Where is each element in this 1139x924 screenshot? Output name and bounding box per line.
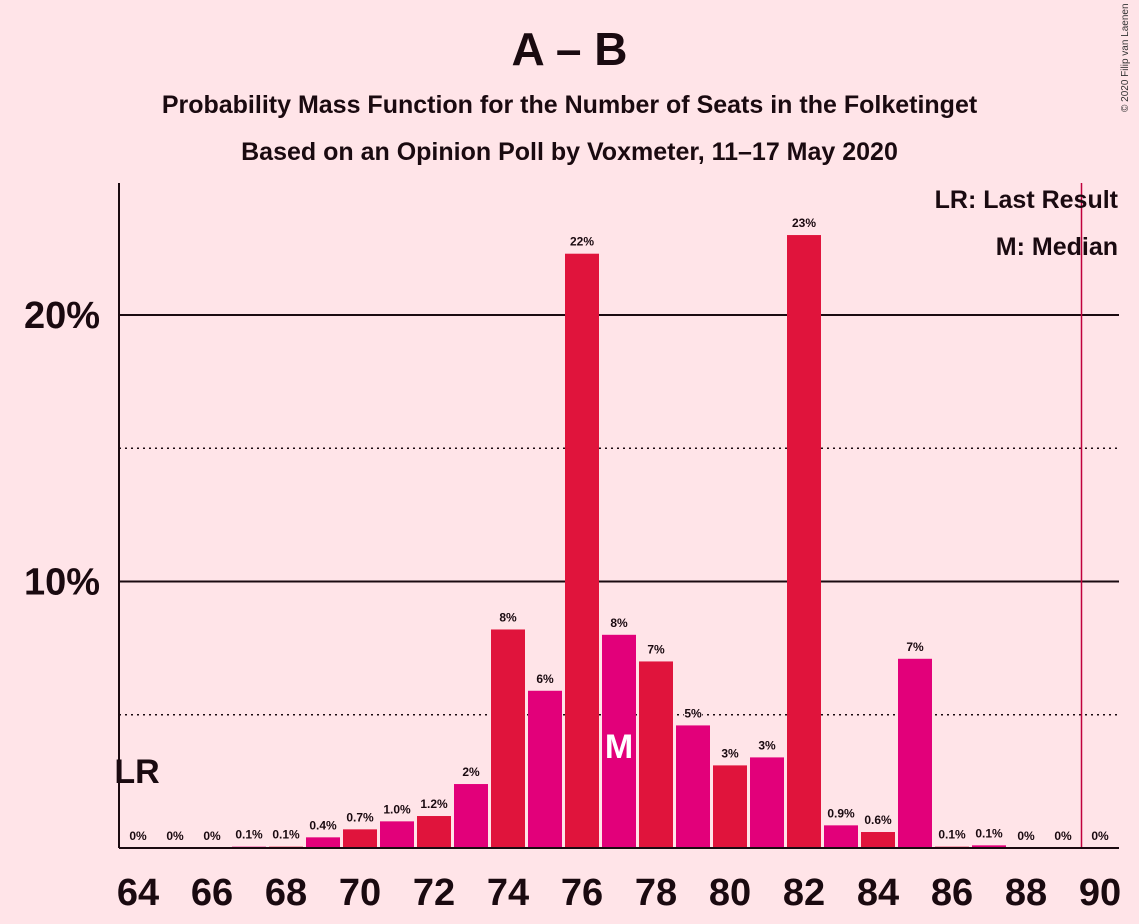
bar [343, 829, 377, 848]
data-label-background [972, 826, 1006, 841]
data-label: 8% [610, 616, 628, 630]
data-label: 0.1% [235, 828, 263, 842]
bar [750, 757, 784, 848]
data-label: 0.1% [272, 828, 300, 842]
data-label-background [128, 829, 148, 843]
copyright: © 2020 Filip van Laenen [1120, 3, 1131, 112]
data-label-background [757, 738, 777, 753]
data-label-background [791, 216, 817, 231]
median-marker: M [605, 728, 633, 766]
data-label-background [232, 827, 266, 842]
last-result-marker: LR [114, 753, 159, 791]
bar [565, 253, 599, 848]
data-label-background [569, 234, 595, 249]
legend-median: M: Median [995, 233, 1118, 261]
data-label-background [498, 610, 518, 625]
data-label: 0% [166, 829, 184, 843]
data-label: 0.1% [938, 828, 966, 842]
data-label: 0.1% [975, 826, 1003, 840]
bar [898, 658, 932, 848]
data-label-background [202, 829, 222, 843]
data-label: 2% [462, 765, 480, 779]
bar [676, 725, 710, 848]
x-tick-label: 70 [339, 872, 381, 914]
data-label: 0.9% [827, 806, 855, 820]
y-tick-label: 20% [24, 295, 100, 337]
data-label: 0% [1091, 829, 1109, 843]
data-label: 0% [203, 829, 221, 843]
chart-subtitle-2: Based on an Opinion Poll by Voxmeter, 11… [241, 138, 898, 166]
data-label-background [905, 639, 925, 654]
data-label: 0.6% [864, 813, 892, 827]
bar [528, 690, 562, 848]
data-label: 0% [1017, 829, 1035, 843]
y-tick-label: 10% [24, 562, 100, 604]
data-label: 3% [721, 746, 739, 760]
data-label: 23% [792, 216, 816, 230]
bar [713, 765, 747, 848]
data-label-background [535, 671, 555, 686]
bar [417, 816, 451, 848]
data-label: 7% [647, 642, 665, 656]
bar [824, 825, 858, 848]
data-label-background [1090, 829, 1110, 843]
bar [972, 845, 1006, 848]
x-tick-label: 84 [857, 872, 899, 914]
bar [380, 821, 414, 848]
data-label: 0.7% [346, 810, 374, 824]
data-label: 22% [570, 235, 594, 249]
data-label: 0.4% [309, 818, 337, 832]
x-tick-label: 82 [783, 872, 825, 914]
data-label: 6% [536, 672, 554, 686]
x-tick-label: 88 [1005, 872, 1047, 914]
x-tick-label: 72 [413, 872, 455, 914]
x-tick-label: 76 [561, 872, 603, 914]
data-label: 0% [1054, 829, 1072, 843]
data-label: 0% [129, 829, 147, 843]
x-tick-label: 66 [191, 872, 233, 914]
data-label-background [1016, 829, 1036, 843]
data-label-background [935, 827, 969, 842]
data-label-background [343, 810, 377, 825]
data-label: 7% [906, 640, 924, 654]
data-label-background [306, 818, 340, 833]
data-label: 1.2% [420, 797, 448, 811]
data-label-background [461, 765, 481, 780]
x-tick-label: 80 [709, 872, 751, 914]
data-label: 5% [684, 706, 702, 720]
data-label-background [380, 802, 414, 817]
x-tick-label: 64 [117, 872, 159, 914]
data-label-background [165, 829, 185, 843]
chart-subtitle: Probability Mass Function for the Number… [161, 91, 978, 119]
data-label-background [269, 827, 303, 842]
data-label-background [609, 615, 629, 630]
data-label-background [417, 797, 451, 812]
bar [454, 784, 488, 848]
x-tick-label: 74 [487, 872, 529, 914]
data-label-background [861, 813, 895, 828]
x-tick-label: 90 [1079, 872, 1121, 914]
data-label-background [1053, 829, 1073, 843]
bar [306, 837, 340, 848]
bar [639, 661, 673, 848]
data-label: 3% [758, 738, 776, 752]
bar [491, 629, 525, 848]
bar [861, 832, 895, 848]
data-label: 8% [499, 610, 517, 624]
data-label-background [646, 642, 666, 657]
bar [602, 634, 636, 848]
x-tick-label: 68 [265, 872, 307, 914]
chart-title: A – B [511, 23, 628, 75]
bar [787, 235, 821, 849]
data-label-background [683, 706, 703, 721]
data-label-background [824, 806, 858, 821]
x-tick-label: 78 [635, 872, 677, 914]
data-label: 1.0% [383, 802, 411, 816]
legend-last-result: LR: Last Result [934, 186, 1118, 214]
data-label-background [720, 746, 740, 761]
x-tick-label: 86 [931, 872, 973, 914]
